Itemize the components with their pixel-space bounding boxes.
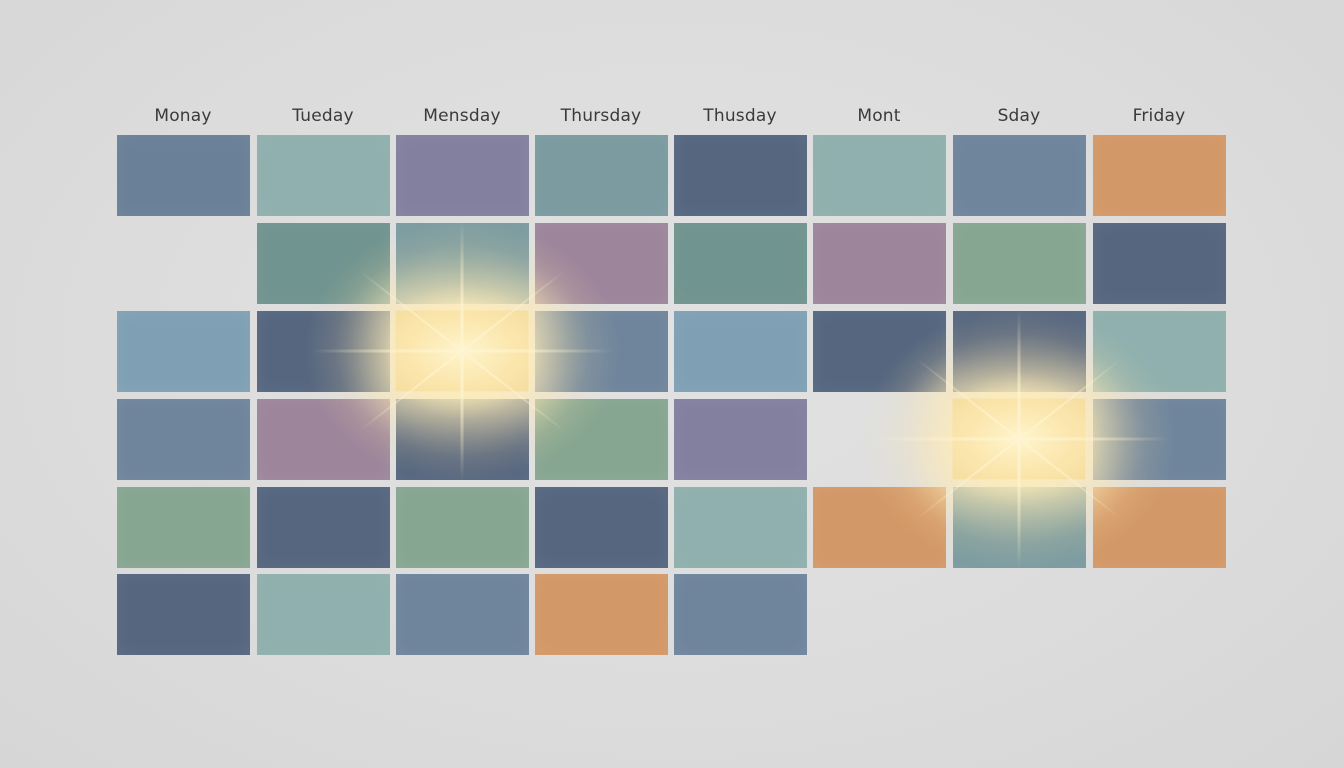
calendar-cell-r2-c5[interactable]: [813, 311, 946, 392]
calendar-cell-r4-c6[interactable]: [953, 487, 1086, 568]
calendar-cell-r4-c7[interactable]: [1093, 487, 1226, 568]
calendar-cell-r4-c4[interactable]: [674, 487, 807, 568]
calendar-cell-r1-c2[interactable]: [396, 223, 529, 304]
calendar-cell-r2-c3[interactable]: [535, 311, 668, 392]
calendar-cell-r2-c1[interactable]: [257, 311, 390, 392]
calendar-cell-r4-c1[interactable]: [257, 487, 390, 568]
day-header-4: Thusday: [703, 106, 777, 126]
calendar-cell-r1-c1[interactable]: [257, 223, 390, 304]
day-header-3: Thursday: [560, 106, 642, 126]
calendar-cell-r5-c3[interactable]: [535, 574, 668, 655]
calendar-cell-r0-c3[interactable]: [535, 135, 668, 216]
calendar-cell-r3-c4[interactable]: [674, 399, 807, 480]
calendar-cell-r3-c1[interactable]: [257, 399, 390, 480]
calendar-cell-r0-c7[interactable]: [1093, 135, 1226, 216]
calendar-cell-r0-c4[interactable]: [674, 135, 807, 216]
calendar-cell-r2-c4[interactable]: [674, 311, 807, 392]
calendar-cell-r2-c0[interactable]: [117, 311, 250, 392]
calendar-cell-r3-c0[interactable]: [117, 399, 250, 480]
calendar-cell-r4-c2[interactable]: [396, 487, 529, 568]
calendar-cell-r0-c2[interactable]: [396, 135, 529, 216]
calendar-cell-r3-c7[interactable]: [1093, 399, 1226, 480]
day-header-2: Mensday: [423, 106, 501, 126]
day-header-5: Mont: [857, 106, 901, 126]
calendar-cell-r2-c7[interactable]: [1093, 311, 1226, 392]
calendar-cell-r5-c0[interactable]: [117, 574, 250, 655]
day-header-0: Monay: [154, 106, 212, 126]
day-header-7: Friday: [1132, 106, 1186, 126]
calendar-cell-r1-c7[interactable]: [1093, 223, 1226, 304]
calendar-cell-r4-c3[interactable]: [535, 487, 668, 568]
calendar-cell-r1-c5[interactable]: [813, 223, 946, 304]
day-header-6: Sday: [997, 106, 1041, 126]
calendar-cell-r1-c3[interactable]: [535, 223, 668, 304]
calendar-cell-r2-c2[interactable]: [396, 311, 529, 392]
calendar-cell-r1-c4[interactable]: [674, 223, 807, 304]
calendar-cell-r5-c4[interactable]: [674, 574, 807, 655]
calendar-cell-r5-c1[interactable]: [257, 574, 390, 655]
calendar-cell-r0-c1[interactable]: [257, 135, 390, 216]
calendar-cell-r5-c2[interactable]: [396, 574, 529, 655]
calendar-cell-r0-c6[interactable]: [953, 135, 1086, 216]
calendar-cell-r0-c0[interactable]: [117, 135, 250, 216]
calendar-cell-r0-c5[interactable]: [813, 135, 946, 216]
calendar-cell-r3-c3[interactable]: [535, 399, 668, 480]
calendar-cell-r4-c0[interactable]: [117, 487, 250, 568]
calendar-cell-r3-c6[interactable]: [953, 399, 1086, 480]
calendar-cell-r4-c5[interactable]: [813, 487, 946, 568]
calendar-cell-r2-c6[interactable]: [953, 311, 1086, 392]
calendar-cell-r3-c2[interactable]: [396, 399, 529, 480]
day-header-1: Tueday: [292, 106, 354, 126]
calendar-cell-r1-c6[interactable]: [953, 223, 1086, 304]
